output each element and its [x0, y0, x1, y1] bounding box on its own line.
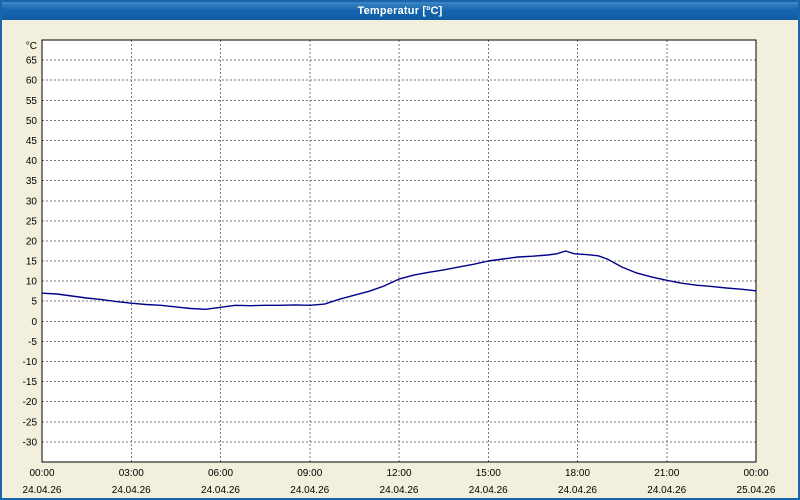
y-tick-label: 40 [26, 156, 38, 167]
chart-area: 65 60 55 50 45 40 35 30 25 20 15 10 5 0 -5 -10 -15 -20 -25… [2, 20, 798, 498]
temperature-line [41, 250, 757, 310]
y-tick-label: 50 [26, 116, 38, 127]
window-titlebar: Temperatur [ºC] [2, 2, 798, 20]
plot-background [42, 40, 756, 462]
y-tick-label: 0 [31, 317, 37, 328]
x-tick-time-label: 12:00 [386, 468, 411, 479]
x-tick-date-label: 24.04.26 [647, 485, 686, 496]
y-tick-label: -5 [28, 337, 37, 348]
x-tick-date-label: 24.04.26 [469, 485, 508, 496]
plot-border [41, 39, 757, 463]
y-tick-label: 5 [31, 297, 37, 308]
x-tick-date-label: 24.04.26 [290, 485, 329, 496]
y-tick-label: -25 [23, 417, 38, 428]
y-tick-label: 25 [26, 216, 38, 227]
x-tick-time-label: 18:00 [565, 468, 590, 479]
x-tick-time-label: 21:00 [654, 468, 679, 479]
y-tick-label: 10 [26, 277, 38, 288]
y-tick-label: 15 [26, 257, 38, 268]
x-tick-date-label: 24.04.26 [112, 485, 151, 496]
y-tick-label: -10 [23, 357, 38, 368]
y-axis-unit-label: °C [26, 41, 37, 52]
y-tick-label: 55 [26, 96, 38, 107]
y-tick-label: -15 [23, 377, 38, 388]
y-tick-label: 60 [26, 76, 38, 87]
y-tick-label: 65 [26, 56, 38, 67]
x-tick-time-label: 03:00 [119, 468, 144, 479]
x-tick-date-label: 24.04.26 [201, 485, 240, 496]
y-tick-label: 20 [26, 236, 38, 247]
temperature-chart: 65605550454035302520151050-5-10-15-20-25… [23, 39, 776, 496]
x-tick-date-label: 24.04.26 [558, 485, 597, 496]
y-tick-label: 30 [26, 196, 38, 207]
x-tick-date-label: 24.04.26 [380, 485, 419, 496]
x-tick-date-label: 25.04.26 [737, 485, 776, 496]
x-tick-time-label: 00:00 [743, 468, 768, 479]
x-tick-time-label: 15:00 [476, 468, 501, 479]
x-tick-time-label: 09:00 [297, 468, 322, 479]
window-title: Temperatur [ºC] [357, 5, 443, 17]
x-tick-time-label: 00:00 [29, 468, 54, 479]
y-tick-label: 45 [26, 136, 38, 147]
y-tick-label: 35 [26, 176, 38, 187]
x-tick-date-label: 24.04.26 [23, 485, 62, 496]
x-tick-time-label: 06:00 [208, 468, 233, 479]
y-tick-label: -30 [23, 437, 38, 448]
y-tick-label: -20 [23, 397, 38, 408]
